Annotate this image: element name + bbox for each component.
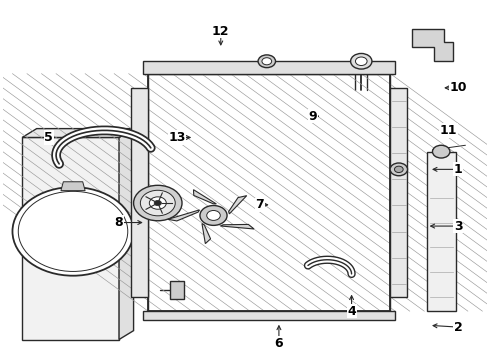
Polygon shape (168, 210, 199, 221)
Polygon shape (131, 88, 148, 297)
Text: 12: 12 (212, 24, 229, 38)
Circle shape (355, 57, 367, 66)
Polygon shape (202, 224, 211, 244)
Circle shape (262, 58, 271, 65)
Text: 3: 3 (454, 220, 463, 233)
Text: 9: 9 (309, 110, 317, 123)
Circle shape (149, 197, 166, 209)
Circle shape (12, 187, 134, 276)
Text: 11: 11 (440, 124, 457, 137)
Text: 7: 7 (255, 198, 264, 211)
Polygon shape (22, 129, 134, 138)
Bar (170, 281, 184, 299)
Text: 5: 5 (45, 131, 53, 144)
Polygon shape (148, 74, 391, 311)
Polygon shape (220, 224, 254, 229)
Circle shape (140, 190, 175, 216)
Text: 6: 6 (274, 337, 283, 350)
Circle shape (258, 55, 275, 68)
Text: 4: 4 (347, 305, 356, 318)
Polygon shape (61, 182, 85, 191)
Text: 10: 10 (449, 81, 467, 94)
Polygon shape (412, 30, 453, 61)
Circle shape (207, 211, 220, 220)
Circle shape (134, 185, 182, 221)
Text: 8: 8 (115, 216, 123, 229)
Polygon shape (391, 88, 407, 297)
Text: 1: 1 (454, 163, 463, 176)
Circle shape (154, 201, 161, 206)
Polygon shape (427, 152, 456, 311)
Circle shape (351, 54, 372, 69)
Polygon shape (148, 74, 391, 311)
Polygon shape (143, 311, 395, 320)
Polygon shape (194, 190, 217, 204)
Circle shape (394, 166, 403, 172)
Circle shape (390, 163, 408, 176)
Polygon shape (229, 195, 247, 214)
Circle shape (433, 145, 450, 158)
Polygon shape (119, 129, 134, 339)
Text: 13: 13 (169, 131, 186, 144)
Polygon shape (22, 138, 119, 339)
Circle shape (200, 206, 227, 225)
Text: 2: 2 (454, 321, 463, 334)
Polygon shape (143, 61, 395, 74)
